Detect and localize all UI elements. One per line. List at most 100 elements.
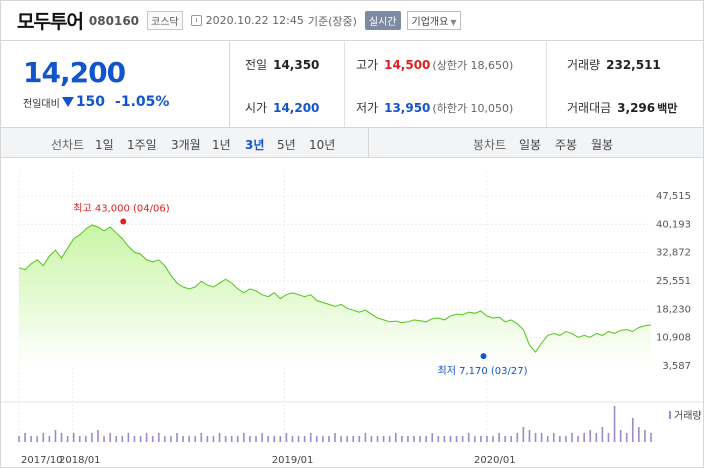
period-1y[interactable]: 1년 [212, 138, 231, 152]
volume-bar [334, 433, 336, 442]
volume-bar [303, 436, 306, 442]
volume-bar [498, 433, 500, 442]
volume-bar [559, 436, 561, 442]
volume-bar [139, 436, 142, 442]
stats-row-1: 전일 14,350 고가 14,500 (상한가 18,650) 거래량 232,511 [231, 42, 703, 84]
volume-bar [78, 436, 81, 442]
volume-bar [613, 406, 616, 442]
quote-basis: 기준(장중) [307, 14, 357, 28]
volume-bar [644, 430, 646, 442]
realtime-button[interactable]: 실시간 [364, 11, 401, 30]
period-bar: 선차트 1일 1주일 3개월 1년 3년 5년 10년 봉차트 일봉 주봉 월봉 [1, 127, 703, 158]
volume-legend: 거래량 [674, 410, 702, 422]
volume-bar [164, 436, 166, 442]
volume-bar [176, 433, 178, 442]
volume-bar [42, 433, 45, 442]
volume-bar [425, 436, 427, 442]
volume-bar [133, 436, 136, 442]
volume-bar [60, 433, 63, 442]
volume-bar [188, 436, 190, 442]
line-chart-label: 선차트 [51, 138, 85, 152]
x-tick-label: 2019/01 [272, 455, 314, 466]
volume-bar [291, 436, 294, 442]
volume-bar [91, 433, 93, 442]
volume-bar [236, 436, 239, 442]
volume-bar [224, 436, 227, 442]
volume-bar [461, 436, 464, 442]
volume-bar [443, 436, 446, 442]
stock-code: 080160 [88, 13, 140, 28]
period-10y[interactable]: 10년 [309, 138, 336, 152]
period-divider [368, 128, 369, 157]
volume-bar [279, 436, 282, 442]
volume-bar [340, 436, 342, 442]
x-tick-label: 2017/10 [21, 455, 63, 466]
volume-bar [249, 436, 251, 442]
volume-bar [504, 436, 506, 442]
period-3y[interactable]: 3년 [245, 138, 265, 152]
volume-bar [364, 433, 367, 442]
volume-bar [103, 436, 105, 442]
period-1d[interactable]: 1일 [95, 138, 114, 152]
volume-bar [601, 427, 604, 442]
volume-bar [115, 436, 118, 442]
y-tick-label: 18,230 [656, 304, 691, 315]
price-area [19, 225, 651, 366]
volume-bar [595, 433, 598, 442]
volume-bar [194, 436, 197, 442]
price-chart[interactable]: 47,515 40,193 32,872 25,551 18,230 10,908 3,58… [1, 158, 703, 467]
down-triangle-icon [61, 97, 74, 107]
change-label: 전일대비 [23, 98, 60, 110]
volume-bar [473, 436, 476, 442]
stat-low: 저가 13,950 (하한가 10,050) [356, 101, 514, 115]
volume-bar [419, 436, 421, 442]
volume-bar [407, 436, 409, 442]
volume-bar [267, 436, 269, 442]
volume-bar [401, 436, 403, 442]
volume-bar [394, 433, 397, 442]
volume-bar [510, 436, 513, 442]
volume-bar [528, 430, 531, 442]
stats-divider [344, 42, 345, 127]
volume-bar [157, 433, 160, 442]
candle-weekly[interactable]: 주봉 [555, 138, 578, 152]
volume-bar [97, 430, 99, 442]
volume-bar [261, 433, 263, 442]
volume-bar [522, 427, 525, 442]
volume-bar [346, 436, 348, 442]
candle-daily[interactable]: 일봉 [519, 138, 542, 152]
volume-bar [170, 436, 172, 442]
stat-high: 고가 14,500 (상한가 18,650) [356, 58, 514, 72]
volume-bar [285, 433, 288, 442]
volume-bar [85, 436, 87, 442]
volume-bar [625, 433, 628, 442]
y-tick-label: 32,872 [656, 248, 691, 259]
volume-bar [328, 436, 330, 442]
volume-bar [206, 436, 209, 442]
volume-bar [182, 436, 184, 442]
company-overview-dropdown[interactable]: 기업개요 ▼ [406, 11, 462, 30]
volume-bar [546, 436, 549, 442]
y-tick-label: 3,587 [662, 361, 691, 372]
volume-bar [492, 436, 494, 442]
y-tick-label: 25,551 [656, 276, 691, 287]
period-5y[interactable]: 5년 [277, 138, 296, 152]
period-1w[interactable]: 1주일 [127, 138, 157, 152]
volume-bar [370, 436, 373, 442]
change-amount: 150 [75, 94, 106, 110]
volume-bar [72, 433, 75, 442]
quote-datetime: 2020.10.22 12:45 [205, 14, 304, 27]
stock-name: 모두투어 [17, 11, 84, 33]
stats-divider [546, 42, 547, 127]
volume-bar [388, 436, 391, 442]
volume-legend-swatch [669, 411, 671, 419]
volume-bar [352, 436, 355, 442]
volume-bar [619, 430, 622, 442]
max-label: 최고 43,000 (04/06) [73, 202, 169, 214]
candle-monthly[interactable]: 월봉 [591, 138, 614, 152]
price-block: 14,200 전일대비 150 -1.05% [1, 42, 230, 127]
volume-bar [376, 436, 379, 442]
period-3m[interactable]: 3개월 [171, 138, 201, 152]
price-change: 전일대비 150 -1.05% [23, 94, 169, 110]
volume-bar [218, 433, 221, 442]
